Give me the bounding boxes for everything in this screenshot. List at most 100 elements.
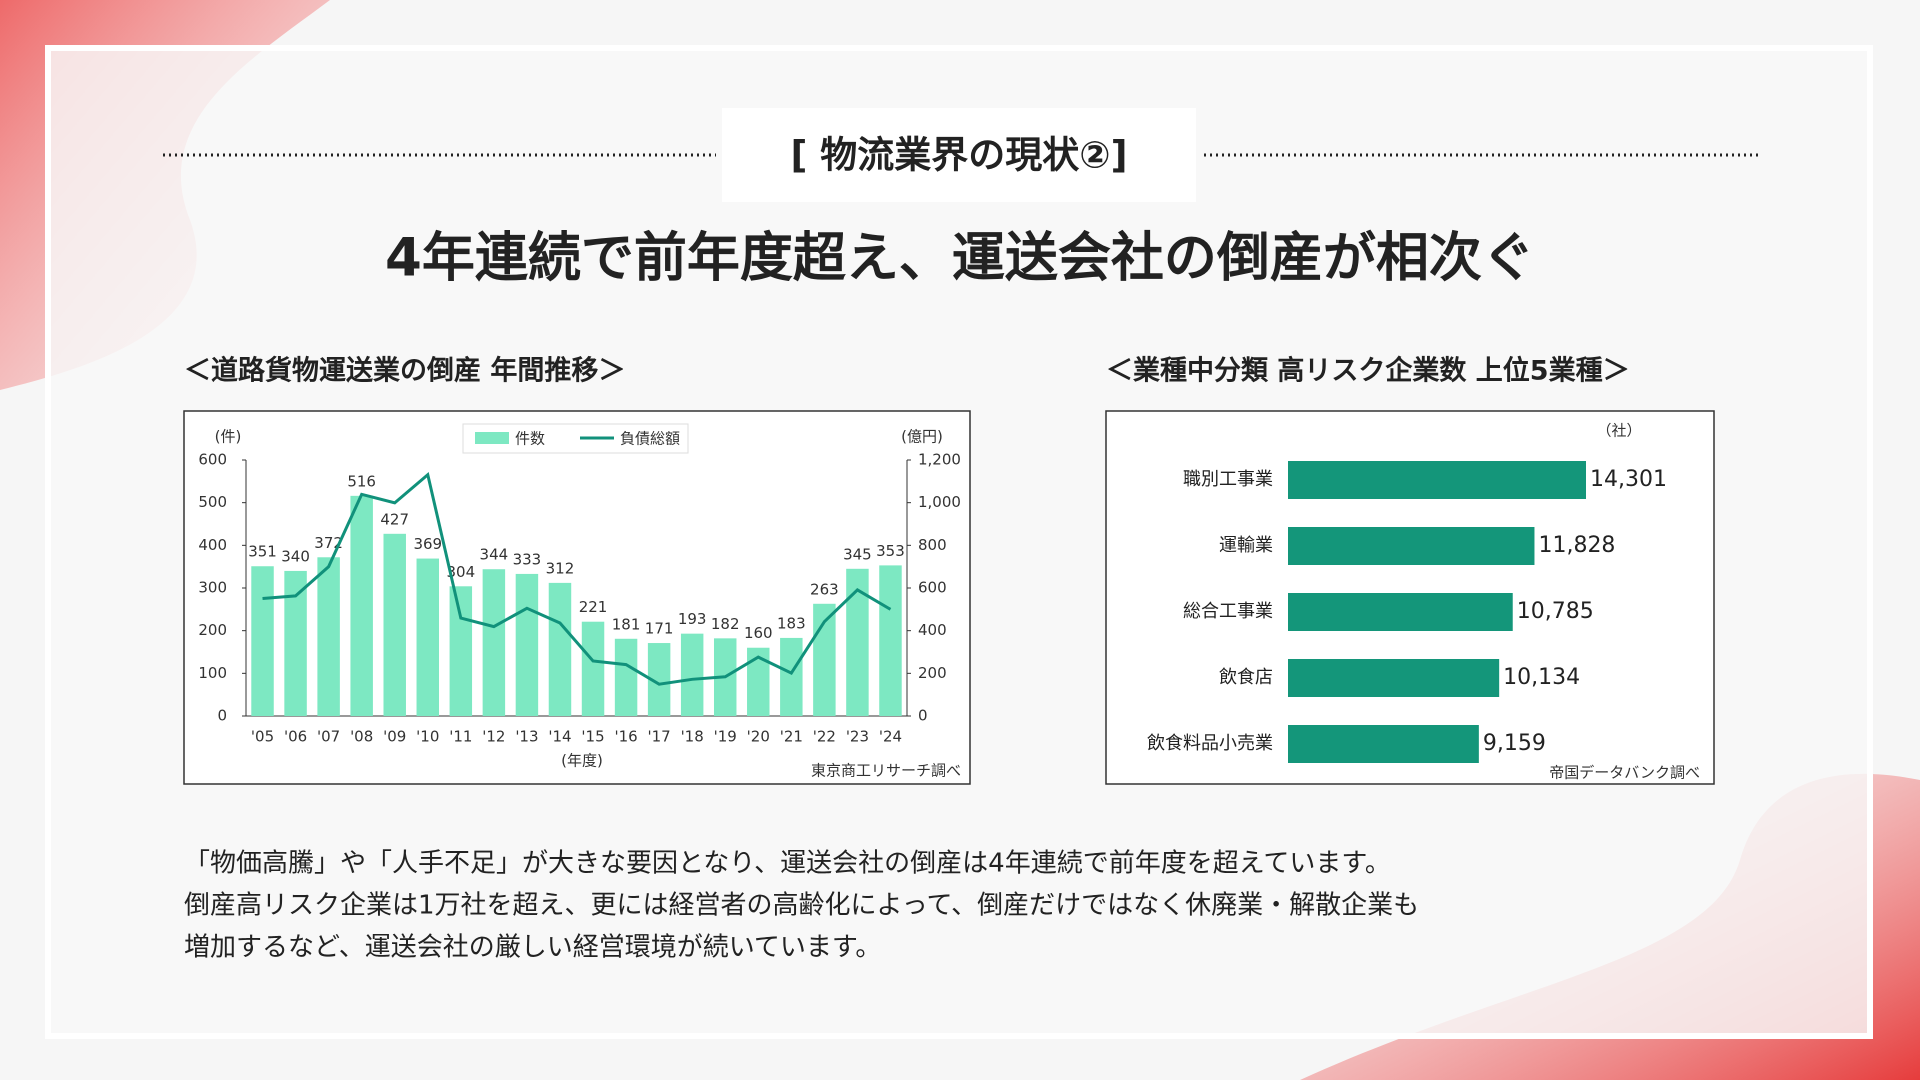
data-label: 14,301 bbox=[1590, 467, 1667, 492]
data-label: 10,785 bbox=[1517, 599, 1594, 624]
bar bbox=[548, 582, 572, 716]
data-label: 10,134 bbox=[1503, 665, 1580, 690]
x-tick-label: '05 bbox=[251, 728, 274, 746]
y-tick-label: 300 bbox=[198, 579, 227, 597]
category-label: 総合工事業 bbox=[1183, 601, 1273, 622]
bar bbox=[780, 637, 803, 716]
x-tick-label: '17 bbox=[648, 728, 671, 746]
x-tick-label: '23 bbox=[846, 728, 869, 746]
source-note: 帝国データバンク調べ bbox=[1549, 764, 1700, 782]
x-tick-label: '14 bbox=[548, 728, 571, 746]
slide-title: 4年連続で前年度超え、運送会社の倒産が相次ぐ bbox=[385, 228, 1535, 289]
bar bbox=[747, 647, 770, 716]
category-label: 職別工事業 bbox=[1183, 469, 1273, 490]
data-label: 351 bbox=[248, 543, 277, 561]
y2-axis-label: (億円) bbox=[901, 428, 943, 446]
data-label: 516 bbox=[347, 472, 376, 490]
bar bbox=[482, 569, 506, 716]
bar bbox=[1288, 593, 1513, 631]
data-label: 333 bbox=[513, 550, 542, 568]
data-label: 372 bbox=[314, 534, 343, 552]
label-box bbox=[722, 108, 1196, 202]
data-label: 193 bbox=[678, 610, 707, 628]
data-label: 11,828 bbox=[1538, 533, 1615, 558]
data-label: 344 bbox=[480, 546, 509, 564]
data-label: 263 bbox=[810, 580, 839, 598]
bar bbox=[581, 621, 605, 716]
body-text: 増加するなど、運送会社の厳しい経営環境が続いています。 bbox=[184, 933, 881, 963]
x-tick-label: '21 bbox=[780, 728, 803, 746]
x-tick-label: '09 bbox=[383, 728, 406, 746]
category-label: 飲食店 bbox=[1219, 667, 1273, 688]
category-label: 飲食料品小売業 bbox=[1147, 733, 1273, 754]
x-tick-label: '22 bbox=[813, 728, 836, 746]
x-tick-label: '19 bbox=[714, 728, 737, 746]
chart-title: ＜道路貨物運送業の倒産 年間推移＞ bbox=[184, 355, 625, 387]
bar bbox=[284, 570, 307, 716]
data-label: 9,159 bbox=[1483, 731, 1546, 756]
bar bbox=[680, 633, 704, 716]
bar bbox=[350, 495, 373, 716]
source-note: 東京商工リサーチ調べ bbox=[811, 762, 961, 780]
data-label: 345 bbox=[843, 545, 872, 563]
legend-swatch bbox=[475, 432, 509, 444]
y2-tick-label: 1,000 bbox=[918, 493, 961, 511]
data-label: 183 bbox=[777, 614, 806, 632]
body-text: 「物価高騰」や「人手不足」が大きな要因となり、運送会社の倒産は4年連続で前年度を… bbox=[184, 849, 1391, 879]
y2-tick-label: 200 bbox=[918, 664, 947, 682]
y2-tick-label: 800 bbox=[918, 536, 947, 554]
x-tick-label: '24 bbox=[879, 728, 902, 746]
data-label: 340 bbox=[281, 547, 310, 565]
y2-tick-label: 600 bbox=[918, 579, 947, 597]
data-label: 181 bbox=[612, 615, 641, 633]
y-tick-label: 200 bbox=[198, 621, 227, 639]
x-tick-label: '13 bbox=[515, 728, 538, 746]
bar bbox=[647, 643, 671, 716]
bar bbox=[317, 557, 340, 716]
x-tick-label: '07 bbox=[317, 728, 340, 746]
y-tick-label: 500 bbox=[198, 493, 227, 511]
y-tick-label: 400 bbox=[198, 536, 227, 554]
data-label: 171 bbox=[645, 620, 674, 638]
unit-label: （社） bbox=[1596, 422, 1641, 440]
bar bbox=[515, 573, 539, 716]
bar bbox=[1288, 527, 1535, 565]
data-label: 160 bbox=[744, 624, 773, 642]
y2-tick-label: 1,200 bbox=[918, 451, 961, 469]
bar bbox=[1288, 461, 1586, 499]
legend-label: 件数 bbox=[515, 430, 545, 448]
y2-tick-label: 0 bbox=[918, 707, 928, 725]
data-label: 221 bbox=[579, 598, 608, 616]
x-tick-label: '18 bbox=[681, 728, 704, 746]
bar bbox=[383, 533, 406, 716]
bar bbox=[614, 638, 638, 716]
y-tick-label: 600 bbox=[198, 451, 227, 469]
chart-box bbox=[183, 410, 971, 785]
line-series bbox=[262, 471, 892, 686]
x-tick-label: '15 bbox=[581, 728, 604, 746]
data-label: 353 bbox=[876, 542, 905, 560]
bar bbox=[449, 586, 473, 716]
x-tick-label: '08 bbox=[350, 728, 373, 746]
x-tick-label: '06 bbox=[284, 728, 307, 746]
data-label: 369 bbox=[413, 535, 442, 553]
bar bbox=[1288, 659, 1500, 697]
bar bbox=[846, 568, 869, 716]
legend-label: 負債総額 bbox=[620, 430, 680, 448]
x-tick-label: '20 bbox=[747, 728, 770, 746]
bar bbox=[879, 565, 902, 716]
bar bbox=[1288, 725, 1479, 763]
x-tick-label: '12 bbox=[482, 728, 505, 746]
bar bbox=[416, 558, 440, 716]
y-axis-label: (件) bbox=[215, 428, 242, 446]
x-tick-label: '10 bbox=[416, 728, 439, 746]
bar bbox=[251, 566, 274, 716]
data-label: 312 bbox=[546, 559, 575, 577]
body-text: 倒産高リスク企業は1万社を超え、更には経営者の高齢化によって、倒産だけではなく休… bbox=[184, 891, 1419, 921]
legend-box bbox=[462, 423, 689, 454]
data-label: 182 bbox=[711, 615, 740, 633]
section-label: [ 物流業界の現状②] bbox=[790, 134, 1127, 177]
x-axis-label: (年度) bbox=[561, 752, 603, 770]
